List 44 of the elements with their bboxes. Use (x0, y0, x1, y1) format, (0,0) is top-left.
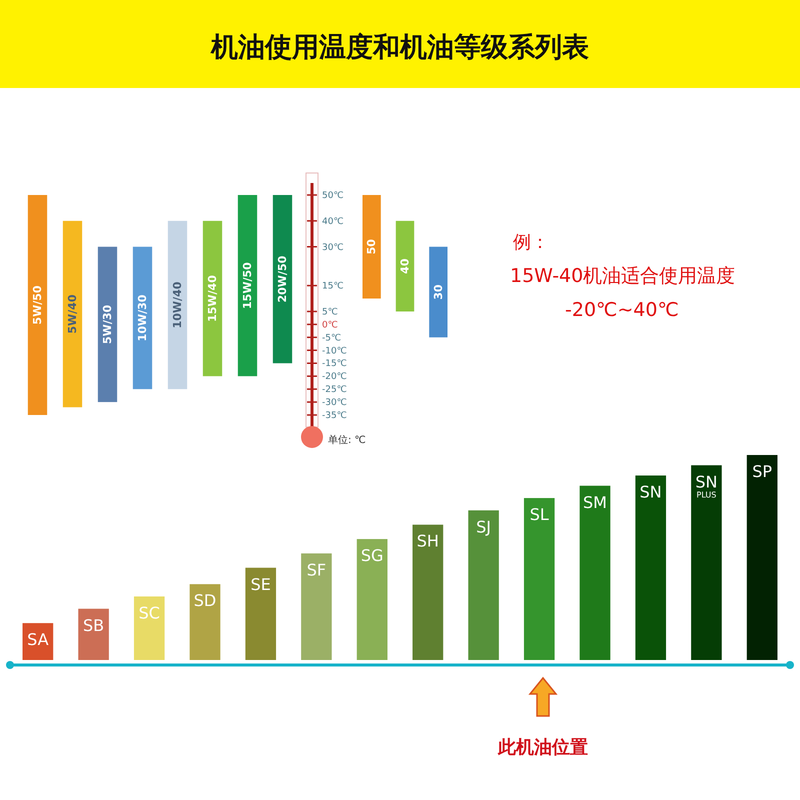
x-tick-label: 20W/50 (276, 255, 289, 303)
y-tick-label: 40℃ (322, 216, 344, 227)
text: 例： (513, 232, 549, 253)
y-tick-label: 0℃ (322, 320, 338, 330)
x-tick-label: SD (194, 591, 216, 610)
y-axis-title: 单位: ℃ (328, 434, 366, 446)
x-tick-label: SA (27, 630, 49, 650)
x-tick-label: 10W/30 (136, 294, 149, 342)
x-tick-label: SM (583, 492, 607, 512)
y-tick-label: -10℃ (322, 346, 347, 356)
y-tick-label: -30℃ (322, 398, 347, 408)
x-tick-label: 40 (398, 258, 412, 274)
x-tick-label: SE (250, 574, 271, 594)
y-tick-label: -20℃ (322, 372, 347, 382)
x-tick-label: 5W/30 (101, 304, 114, 344)
y-tick-label: 50℃ (322, 191, 344, 201)
x-tick-label: 5W/40 (66, 294, 79, 334)
text: -20℃~40℃ (565, 299, 679, 321)
x-tick-label: SF (306, 560, 326, 580)
x-tick-label: SC (138, 603, 160, 622)
x-tick-label: SH (416, 532, 439, 551)
x-tick-label: SG (360, 546, 384, 566)
y-tick-label: 5℃ (322, 307, 338, 318)
x-tick-label: SN PLUS (695, 472, 718, 500)
x-tick-label: 15W/50 (241, 262, 254, 309)
y-tick-label: -5℃ (322, 333, 342, 344)
x-tick-label: SP (752, 462, 772, 481)
x-tick-label: 10W/40 (171, 281, 184, 328)
text: 机油使用温度和机油等级系列表 (210, 32, 589, 63)
x-tick-label: SL (530, 505, 549, 524)
y-tick-label: -35℃ (322, 411, 347, 421)
y-tick-label: 30℃ (322, 242, 344, 253)
x-tick-label: 30 (432, 284, 445, 300)
text: 15W-40机油适合使用温度 (510, 265, 736, 287)
x-tick-label: SJ (476, 517, 492, 536)
y-tick-label: -25℃ (322, 385, 347, 396)
x-tick-label: 50 (365, 238, 378, 254)
x-tick-label: SN (640, 482, 662, 502)
y-tick-label: -15℃ (322, 359, 347, 370)
text: 此机油位置 (497, 737, 588, 758)
y-tick-label: 15℃ (322, 282, 344, 292)
x-tick-label: 5W/50 (31, 285, 44, 325)
x-tick-label: SB (83, 616, 104, 635)
x-tick-label: 15W/40 (206, 274, 219, 322)
